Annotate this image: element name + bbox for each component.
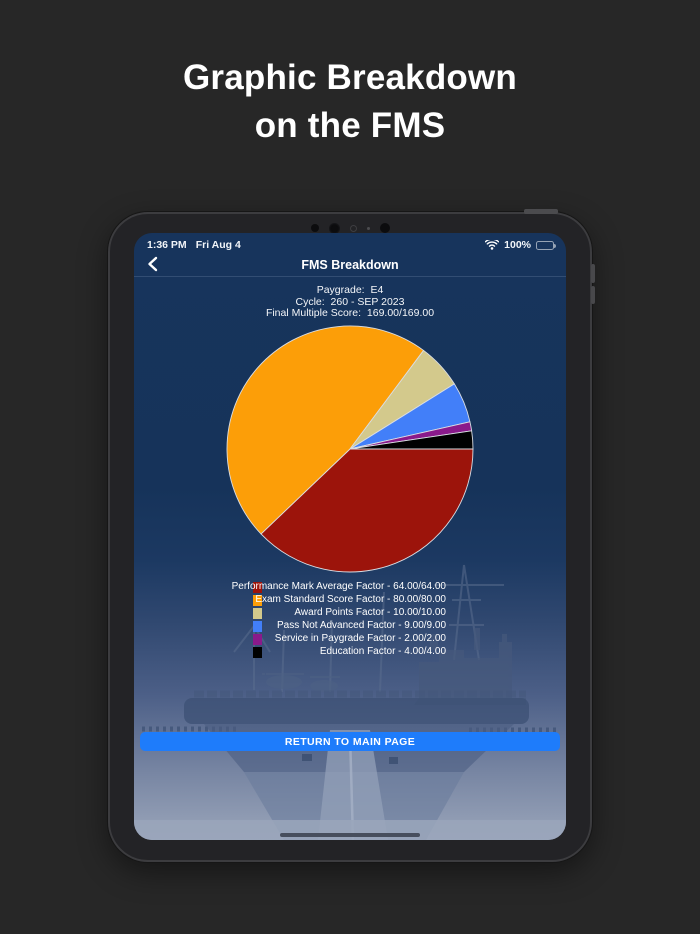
legend-label: Performance Mark Average Factor - 64.00/… xyxy=(231,580,446,592)
summary-block: Paygrade: E4 Cycle: 260 - SEP 2023 Final… xyxy=(134,284,566,320)
paygrade-label: Paygrade: xyxy=(316,284,365,296)
camera-dot-icon xyxy=(310,224,319,232)
chart-legend: Performance Mark Average Factor - 64.00/… xyxy=(134,581,566,659)
cycle-value: 260 - SEP 2023 xyxy=(330,295,405,308)
legend-label: Pass Not Advanced Factor - 9.00/9.00 xyxy=(277,619,446,631)
legend-swatch xyxy=(253,594,262,606)
tablet-power-button xyxy=(524,209,558,214)
camera-ring-icon xyxy=(349,224,357,232)
legend-swatch xyxy=(253,607,262,619)
page-title-line1: Graphic Breakdown xyxy=(182,58,518,97)
legend-swatch xyxy=(253,620,262,632)
return-to-main-page-button[interactable]: RETURN TO MAIN PAGE xyxy=(140,732,560,751)
tablet-volume-up-button xyxy=(591,264,595,283)
fms-pie-chart xyxy=(226,325,474,572)
cycle-row: Cycle: 260 - SEP 2023 xyxy=(134,295,566,309)
fms-row: Final Multiple Score: 169.00/169.00 xyxy=(134,307,566,320)
legend-swatch xyxy=(253,633,262,645)
legend-row: Pass Not Advanced Factor - 9.00/9.00 xyxy=(134,620,566,633)
tablet-volume-down-button xyxy=(591,286,595,304)
legend-row: Education Factor - 4.00/4.00 xyxy=(134,646,566,659)
camera-lens-icon xyxy=(328,222,340,234)
fms-value: 169.00/169.00 xyxy=(366,307,435,319)
pie-slice-performance-mark-average-factor xyxy=(260,448,474,572)
status-time: 1:36 PM xyxy=(147,239,187,251)
page-title: Graphic Breakdown on the FMS xyxy=(0,0,700,150)
paygrade-row: Paygrade: E4 xyxy=(134,284,566,297)
legend-row: Service in Paygrade Factor - 2.00/2.00 xyxy=(134,633,566,646)
legend-row: Exam Standard Score Factor - 80.00/80.00 xyxy=(134,594,566,607)
wifi-icon xyxy=(485,240,500,250)
fms-label: Final Multiple Score: xyxy=(265,307,362,319)
battery-icon xyxy=(536,240,556,250)
page-title-line2: on the FMS xyxy=(254,106,446,145)
camera-sensor-icon xyxy=(379,223,390,233)
app-screen: 1:36 PM Fri Aug 4 100% xyxy=(134,233,566,840)
status-bar: 1:36 PM Fri Aug 4 100% xyxy=(134,233,566,253)
pie-slice-education-factor xyxy=(349,429,474,449)
legend-label: Award Points Factor - 10.00/10.00 xyxy=(294,606,446,618)
legend-row: Award Points Factor - 10.00/10.00 xyxy=(134,607,566,620)
pie-slice-exam-standard-score-factor xyxy=(226,325,425,534)
battery-percent: 100% xyxy=(504,239,531,251)
camera-mic-icon xyxy=(366,226,370,230)
home-indicator[interactable] xyxy=(280,833,420,837)
nav-title: FMS Breakdown xyxy=(301,257,399,272)
legend-label: Education Factor - 4.00/4.00 xyxy=(319,645,446,657)
status-date: Fri Aug 4 xyxy=(195,239,241,251)
cycle-label: Cycle: xyxy=(295,295,325,308)
tablet-device: 1:36 PM Fri Aug 4 100% xyxy=(108,209,595,862)
legend-label: Exam Standard Score Factor - 80.00/80.00 xyxy=(255,593,446,605)
chevron-left-icon xyxy=(148,256,158,272)
paygrade-value: E4 xyxy=(370,284,384,296)
tablet-camera-cluster xyxy=(110,222,590,234)
back-button[interactable] xyxy=(147,256,163,272)
legend-swatch xyxy=(253,581,262,593)
legend-label: Service in Paygrade Factor - 2.00/2.00 xyxy=(274,632,446,644)
pie-chart-wrap xyxy=(134,324,566,574)
legend-row: Performance Mark Average Factor - 64.00/… xyxy=(134,581,566,594)
legend-swatch xyxy=(253,646,262,658)
nav-bar: FMS Breakdown xyxy=(134,253,566,277)
